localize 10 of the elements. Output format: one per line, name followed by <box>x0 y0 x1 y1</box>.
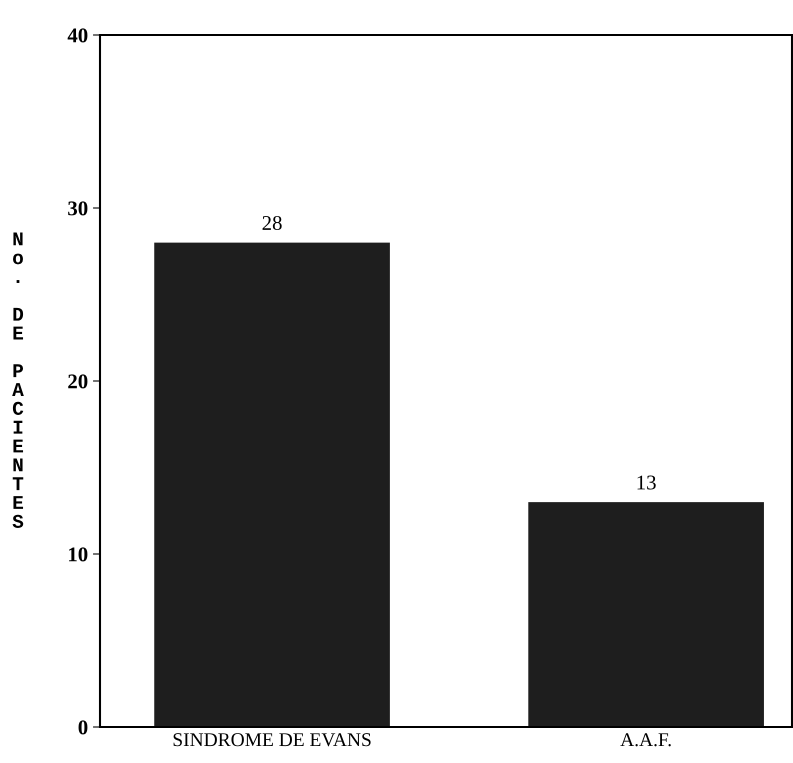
y-tick-label: 0 <box>78 720 88 734</box>
text: No. DE PACIENTES <box>12 232 24 528</box>
x-tick-label: SINDROME DE EVANS <box>174 733 371 746</box>
y-tick-label: 10 <box>69 547 88 562</box>
data-label: 28 <box>262 216 282 230</box>
y-tick-label: 30 <box>68 201 88 216</box>
y-tick-label: 20 <box>68 374 88 388</box>
y-tick-label: 40 <box>68 28 88 42</box>
x-tick-label: A.A.F. <box>620 733 671 746</box>
data-label: 13 <box>638 476 656 490</box>
